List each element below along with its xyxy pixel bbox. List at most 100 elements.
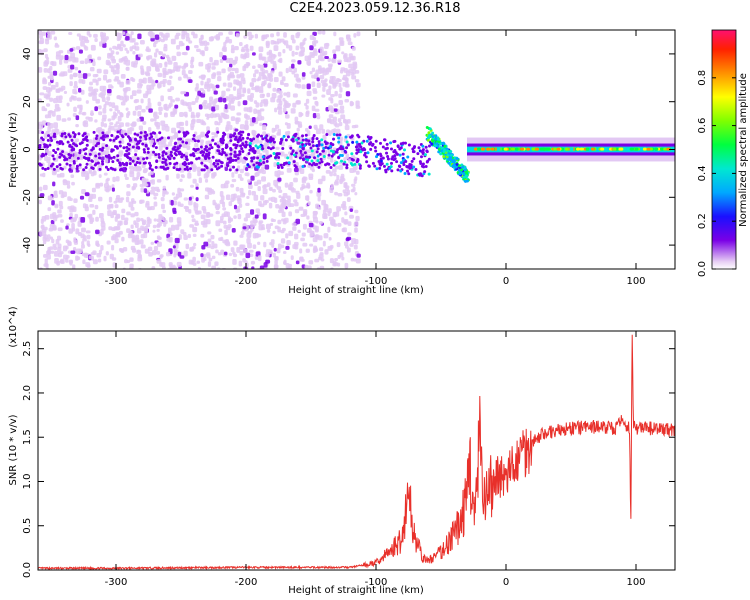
heatmap-cell bbox=[49, 246, 54, 250]
heatmap-cell bbox=[86, 73, 92, 77]
heatmap-cell bbox=[124, 220, 129, 226]
heatmap-cell bbox=[225, 109, 229, 113]
heatmap-cell bbox=[242, 258, 246, 263]
heatmap-cell bbox=[236, 195, 241, 201]
heatmap-cell bbox=[241, 159, 247, 163]
heatmap-cell bbox=[107, 210, 112, 217]
heatmap-cell bbox=[346, 143, 350, 147]
heatmap-cell bbox=[44, 53, 49, 59]
heatmap-cell bbox=[102, 42, 107, 48]
heatmap-cell bbox=[337, 192, 343, 197]
heatmap-cell bbox=[255, 208, 260, 214]
heatmap-cell bbox=[208, 257, 213, 262]
heatmap-cell bbox=[291, 63, 295, 69]
heatmap-cell bbox=[97, 127, 103, 132]
heatmap-cell bbox=[161, 153, 165, 157]
heatmap-cell bbox=[433, 144, 437, 148]
heatmap-cell bbox=[101, 131, 105, 135]
heatmap-cell bbox=[106, 96, 111, 101]
heatmap-cell bbox=[257, 185, 261, 192]
heatmap-cell bbox=[228, 201, 233, 207]
heatmap-cell bbox=[186, 168, 190, 172]
heatmap-cell bbox=[339, 252, 344, 258]
heatmap-cell bbox=[304, 133, 308, 137]
heatmap-cell bbox=[353, 162, 357, 166]
heatmap-cell bbox=[291, 50, 295, 57]
heatmap-cell bbox=[213, 90, 218, 95]
heatmap-cell bbox=[53, 36, 57, 41]
heatmap-cell bbox=[164, 103, 168, 110]
heatmap-cell bbox=[141, 79, 145, 84]
heatmap-cell bbox=[283, 92, 288, 96]
heatmap-cell bbox=[464, 174, 468, 178]
heatmap-cell bbox=[185, 45, 190, 51]
heatmap-cell bbox=[147, 97, 151, 104]
heatmap-cell bbox=[339, 147, 343, 151]
heatmap-cell bbox=[358, 166, 362, 170]
heatmap-cell bbox=[309, 51, 313, 57]
heatmap-cell bbox=[45, 263, 49, 269]
heatmap-cell bbox=[128, 136, 132, 140]
heatmap-cell bbox=[192, 178, 197, 184]
heatmap-cell bbox=[129, 46, 133, 52]
heatmap-cell bbox=[94, 106, 99, 112]
heatmap-cell bbox=[121, 208, 126, 214]
heatmap-cell bbox=[81, 244, 85, 249]
heatmap-cell bbox=[158, 221, 162, 227]
heatmap-cell bbox=[220, 183, 226, 189]
heatmap-cell bbox=[88, 170, 92, 174]
heatmap-cell bbox=[55, 140, 59, 144]
heatmap-cell bbox=[194, 142, 199, 148]
heatmap-cell bbox=[296, 127, 300, 132]
heatmap-cell bbox=[311, 105, 316, 112]
heatmap-cell bbox=[82, 168, 86, 172]
heatmap-cell bbox=[360, 147, 364, 151]
heatmap-cell bbox=[287, 198, 291, 203]
heatmap-cell bbox=[236, 140, 240, 144]
heatmap-cell bbox=[207, 151, 211, 155]
heatmap-cell bbox=[108, 138, 112, 142]
heatmap-cell bbox=[356, 253, 361, 258]
heatmap-cell bbox=[198, 104, 203, 110]
heatmap-cell bbox=[225, 124, 230, 130]
heatmap-cell bbox=[131, 145, 135, 149]
heatmap-cell bbox=[239, 73, 245, 78]
heatmap-cell bbox=[227, 216, 232, 222]
heatmap-cell bbox=[318, 152, 322, 156]
heatmap-cell bbox=[70, 145, 74, 149]
heatmap-cell bbox=[149, 170, 154, 175]
heatmap-cell bbox=[153, 111, 158, 116]
heatmap-cell bbox=[257, 64, 261, 68]
heatmap-cell bbox=[207, 261, 212, 267]
heatmap-cell bbox=[80, 89, 85, 95]
heatmap-cell bbox=[289, 146, 293, 150]
heatmap-cell bbox=[195, 210, 200, 215]
heatmap-cell bbox=[207, 238, 212, 243]
heatmap-cell bbox=[241, 136, 245, 140]
heatmap-cell bbox=[520, 147, 525, 151]
top-x-tick-label: 100 bbox=[626, 276, 645, 287]
heatmap-cell bbox=[183, 235, 188, 241]
heatmap-cell bbox=[234, 158, 238, 162]
heatmap-cell bbox=[92, 61, 96, 67]
heatmap-cell bbox=[277, 177, 282, 182]
heatmap-cell bbox=[343, 58, 349, 63]
heatmap-cell bbox=[160, 120, 166, 126]
heatmap-cell bbox=[334, 191, 338, 196]
heatmap-cell bbox=[349, 208, 353, 213]
heatmap-cell bbox=[95, 182, 101, 189]
heatmap-cell bbox=[47, 207, 52, 212]
heatmap-cell bbox=[351, 75, 357, 80]
heatmap-cell bbox=[110, 85, 114, 89]
heatmap-cell bbox=[236, 205, 240, 211]
heatmap-cell bbox=[355, 140, 359, 144]
heatmap-cell bbox=[112, 176, 116, 183]
heatmap-cell bbox=[215, 211, 220, 215]
heatmap-cell bbox=[379, 141, 383, 145]
heatmap-cell bbox=[345, 166, 349, 170]
heatmap-cell bbox=[172, 245, 176, 249]
heatmap-cell bbox=[40, 218, 44, 224]
heatmap-cell bbox=[209, 96, 214, 102]
heatmap-cell bbox=[354, 79, 360, 83]
heatmap-cell bbox=[241, 149, 245, 153]
